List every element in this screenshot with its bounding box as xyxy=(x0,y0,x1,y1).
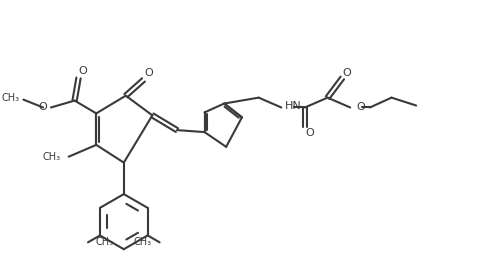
Text: O: O xyxy=(144,68,153,78)
Text: O: O xyxy=(38,103,47,112)
Text: CH₃: CH₃ xyxy=(1,93,20,103)
Text: O: O xyxy=(78,66,87,76)
Text: O: O xyxy=(356,103,365,112)
Text: O: O xyxy=(305,128,314,138)
Text: HN: HN xyxy=(285,100,302,111)
Text: O: O xyxy=(343,68,352,78)
Text: CH₃: CH₃ xyxy=(42,152,61,162)
Text: CH₃: CH₃ xyxy=(134,237,152,247)
Text: CH₃: CH₃ xyxy=(96,237,114,247)
